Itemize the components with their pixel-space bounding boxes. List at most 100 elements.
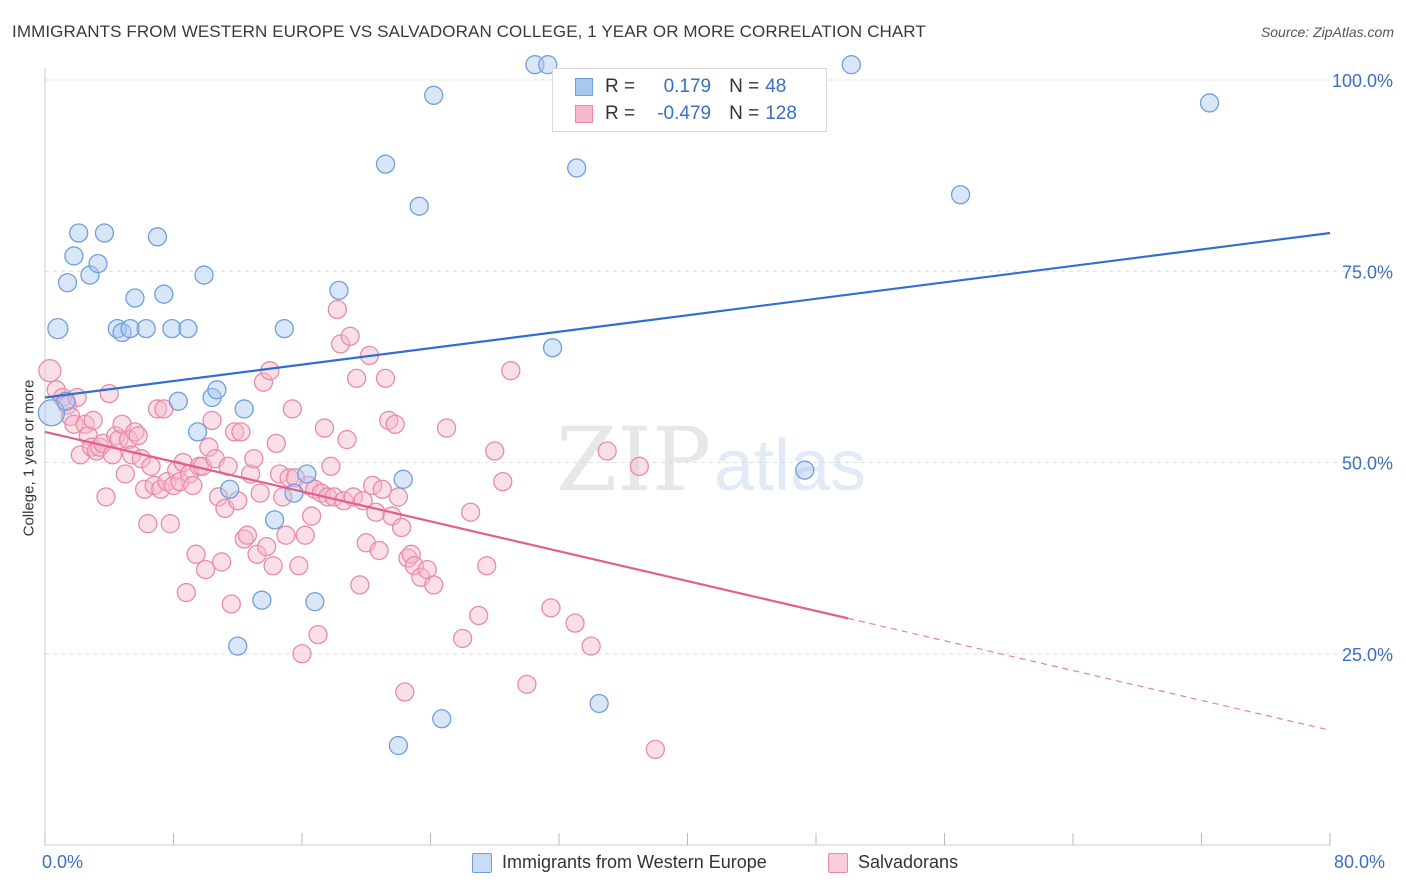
axes [44,68,1331,846]
salvadoran-point [231,422,251,442]
western-europe-point [432,709,452,729]
legend-swatch-blue [575,78,593,96]
salvadoran-point [83,410,103,431]
salvadoran-point [581,636,601,656]
western-europe-point [950,185,971,205]
x-tick-max: 80.0% [1334,852,1386,872]
western-europe-point [228,636,248,656]
western-europe-point [220,479,240,499]
legend-r-label: R = [605,103,636,124]
correlation-legend: R = 0.179 N = 48 R = -0.479 N = 128 [552,68,827,132]
legend-n-label: N = [729,103,760,124]
gridlines [45,79,1392,655]
western-europe-point [162,318,182,339]
y-tick-label: 50.0% [1342,454,1393,474]
western-europe-point [120,318,140,339]
salvadoran-point [128,426,148,446]
western-europe-point [265,510,285,530]
salvadoran-point [366,502,386,522]
y-tick-labels: 25.0% 50.0% 75.0% 100.0% [1332,71,1393,665]
western-europe-point [187,422,208,442]
trend-line-western-europe [44,231,1331,399]
western-europe-point [64,246,84,266]
western-europe-point [69,223,89,243]
legend-r-label: R = [605,76,636,97]
salvadoran-point [138,514,158,534]
legend-label-western-europe: Immigrants from Western Europe [502,852,767,872]
salvadoran-point [385,414,405,434]
salvadoran-point [257,537,277,557]
western-europe-point [567,158,587,178]
salvadoran-point [369,540,389,561]
western-europe-point [252,590,272,610]
salvadoran-point [260,361,280,381]
legend-swatch-blue [472,852,492,873]
legend-row-salvadorans: R = -0.479 N = 128 [575,102,797,126]
salvadoran-point [321,456,341,476]
salvadoran-point [388,487,409,507]
salvadoran-point [314,418,335,438]
y-tick-label: 100.0% [1332,71,1393,91]
western-europe-point [154,284,174,304]
western-europe-point [274,318,294,339]
salvadoran-point [70,445,90,465]
salvadoran-point [118,429,139,450]
salvadoran-point [295,525,315,545]
salvadoran-point [147,399,168,419]
salvadoran-point [134,479,155,499]
legend-label-salvadorans: Salvadorans [858,852,959,872]
western-europe-point [795,460,815,480]
legend-r-value: -0.479 [657,103,712,124]
western-europe-point [147,227,168,247]
western-europe-point [207,380,227,400]
watermark: ZIP atlas [556,408,866,511]
salvadoran-point [176,582,197,603]
salvadoran-point [597,441,617,461]
western-europe-point [57,273,78,293]
legend-n-value: 128 [765,103,797,124]
series-western-europe [37,55,1220,756]
salvadoran-point [183,475,203,496]
salvadoran-point [461,502,481,522]
western-europe-point [393,469,413,489]
salvadoran-point [282,399,303,419]
western-europe-point [1199,93,1220,113]
western-europe-point [88,253,108,274]
salvadoran-point [477,556,497,576]
trend-line-salvadorans [44,430,849,620]
legend-item-western-europe: Immigrants from Western Europe [472,852,767,873]
salvadoran-point [330,334,351,354]
series-salvadorans [38,299,666,760]
chart-title: IMMIGRANTS FROM WESTERN EUROPE VS SALVAD… [12,22,926,41]
trend-line-salvadorans-extrapolated [847,617,1331,731]
salvadoran-point [64,414,84,434]
western-europe-point [388,735,409,756]
western-europe-point [542,338,563,358]
y-tick-label: 25.0% [1342,645,1393,665]
western-europe-point [56,391,76,411]
western-europe-point [424,85,444,105]
salvadoran-point [301,506,322,526]
watermark-atlas: atlas [714,426,866,506]
salvadoran-point [337,429,357,450]
salvadoran-point [38,359,62,383]
salvadoran-point [340,326,360,346]
salvadoran-point [629,456,649,476]
salvadoran-point [391,517,412,538]
western-europe-point [234,399,254,419]
salvadoran-point [375,368,396,389]
y-tick-label: 75.0% [1342,262,1393,282]
western-europe-point [47,317,69,340]
salvadoran-point [202,410,222,431]
salvadoran-point [346,368,367,389]
salvadoran-point [141,456,161,476]
source-label: Source: ZipAtlas.com [1260,24,1394,40]
western-europe-point [589,693,609,714]
western-europe-point [375,154,396,174]
salvadoran-point [266,433,286,454]
western-europe-point [194,265,214,285]
salvadoran-point [253,372,274,392]
western-europe-point [94,223,115,243]
western-europe-point [329,280,349,301]
